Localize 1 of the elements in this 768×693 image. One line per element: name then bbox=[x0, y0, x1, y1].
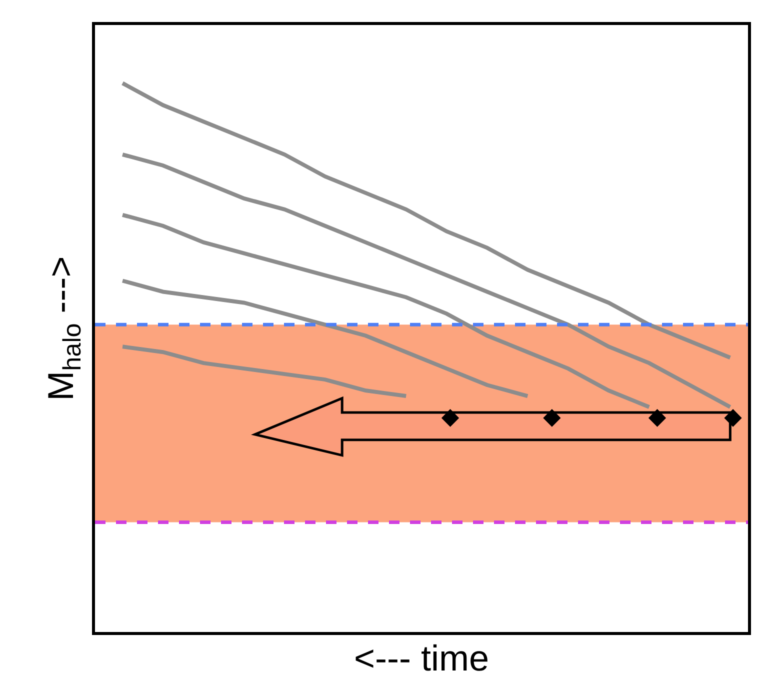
x-axis-title: <--- time bbox=[354, 638, 489, 679]
